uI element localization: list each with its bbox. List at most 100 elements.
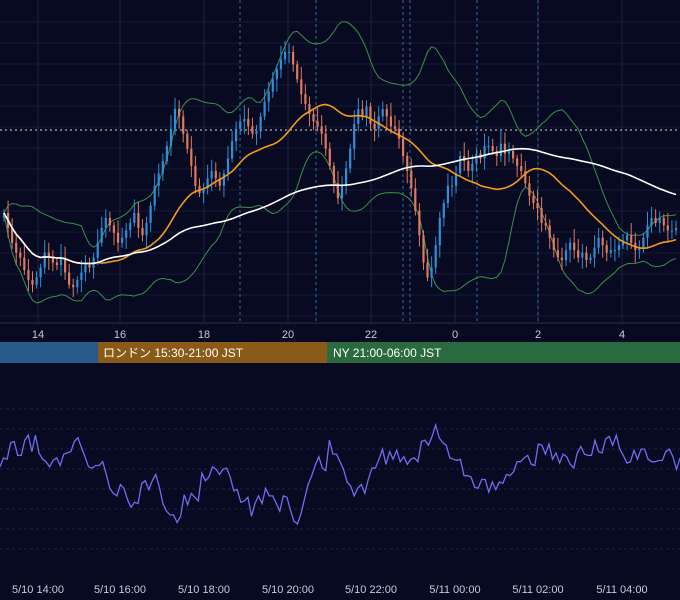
candle-body (573, 242, 576, 251)
candle-body (373, 123, 376, 129)
candle-body (507, 151, 511, 154)
candle-body (642, 237, 645, 248)
candle-body (165, 146, 168, 161)
candle-body (483, 146, 486, 159)
candle-body (80, 272, 83, 280)
candle-body (88, 265, 91, 268)
candle-body (27, 270, 30, 280)
candle-body (255, 131, 258, 134)
candle-body (226, 158, 230, 174)
candle-body (104, 218, 107, 228)
candle-body (129, 222, 132, 231)
candle-body (585, 252, 588, 260)
price-panel[interactable] (0, 0, 680, 322)
candle-body (72, 284, 75, 288)
candle-body (389, 116, 392, 127)
candle-body (621, 240, 625, 246)
candle-body (186, 133, 189, 149)
candle-body (357, 109, 360, 124)
candle-body (23, 257, 26, 270)
candle-body (491, 146, 494, 152)
candle-body (190, 148, 193, 166)
candle-body (540, 208, 543, 223)
candle-body (336, 183, 339, 199)
candle-body (613, 250, 616, 252)
candle-body (64, 257, 67, 273)
candle-body (426, 262, 429, 278)
candle-body (320, 126, 323, 134)
candle-body (19, 252, 22, 258)
candle-body (283, 52, 287, 60)
candle-body (589, 257, 592, 261)
candle-body (304, 94, 307, 104)
candle-body (402, 138, 405, 156)
candle-body (271, 79, 274, 92)
candle-body (597, 237, 600, 248)
candle-body (11, 227, 14, 243)
candle-body (524, 170, 527, 184)
candle-body (100, 227, 103, 243)
candle-body (231, 141, 234, 159)
candle-body (332, 166, 335, 184)
candle-body (564, 250, 568, 261)
candle-body (609, 250, 612, 253)
candle-body (495, 151, 498, 157)
candle-body (418, 210, 421, 236)
candle-body (239, 121, 242, 129)
price-x-axis: 14 16 18 20 22 0 2 4 (0, 322, 680, 341)
candle-body (650, 218, 653, 226)
candle-body (68, 272, 71, 285)
candle-body (182, 116, 185, 134)
candle-body (121, 237, 124, 243)
candle-body (279, 59, 282, 70)
date-x-tick-label: 5/10 16:00 (94, 584, 146, 596)
candle-body (15, 242, 18, 253)
candle-body (157, 173, 160, 186)
date-x-tick-label: 5/10 14:00 (12, 584, 64, 596)
oscillator-panel[interactable] (0, 408, 680, 550)
candle-body (438, 218, 441, 246)
candle-body (536, 203, 539, 209)
candle-body (499, 143, 502, 157)
candle-body (581, 252, 584, 258)
candle-body (601, 237, 604, 246)
oscillator-line (0, 422, 680, 525)
candle-body (381, 109, 384, 117)
candle-body (194, 166, 197, 186)
candle-body (251, 126, 254, 134)
price-x-tick-label: 20 (282, 329, 294, 341)
moving-average-white-line (3, 147, 677, 265)
candle-body (410, 170, 413, 189)
candle-body (662, 218, 665, 226)
candle-body (173, 109, 177, 129)
date-x-tick-label: 5/10 22:00 (345, 584, 397, 596)
candle-body (161, 161, 164, 174)
candle-body (43, 252, 46, 268)
candle-body (569, 242, 572, 251)
candle-body (503, 143, 506, 154)
candle-body (300, 79, 303, 95)
candle-body (288, 52, 291, 53)
candle-body (414, 188, 417, 211)
date-x-tick-label: 5/10 20:00 (262, 584, 314, 596)
price-x-tick-label: 2 (535, 329, 541, 341)
session-tokyo (0, 342, 98, 363)
candle-body (365, 106, 368, 117)
candle-body (178, 109, 181, 117)
candle-body (626, 235, 629, 241)
candle-body (137, 213, 140, 228)
candle-body (617, 245, 621, 251)
candle-body (125, 230, 128, 238)
candle-body (666, 225, 669, 231)
candle-body (520, 166, 523, 171)
candle-body (149, 205, 152, 223)
candle-body (112, 225, 115, 233)
candle-body (512, 151, 515, 159)
moving-average-orange-line (3, 103, 677, 265)
candle-body (528, 183, 531, 196)
candle-body (247, 118, 250, 127)
candle-body (349, 148, 352, 169)
candle-body (243, 118, 246, 122)
candle-body (141, 227, 144, 236)
candle-body (544, 222, 547, 226)
